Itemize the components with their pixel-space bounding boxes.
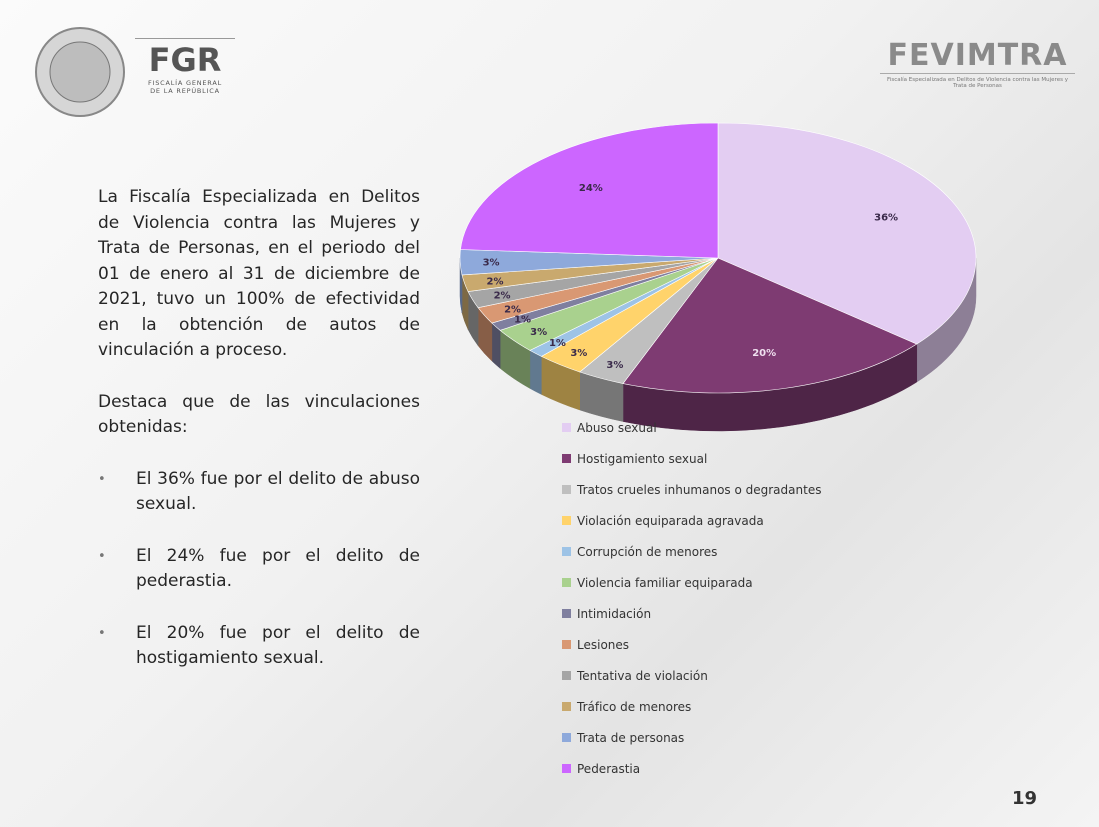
bullet: El 20% fue por el delito de hostigamient…: [98, 621, 420, 672]
fevimtra-title: FEVIMTRA: [880, 38, 1075, 74]
fgr-line: FISCALÍA GENERAL: [135, 79, 235, 87]
data-label: 3%: [530, 327, 547, 338]
data-label: 2%: [486, 276, 503, 287]
slide: 36%20%3%3%1%3%1%2%2%2%3%24%Abuso sexualH…: [0, 0, 1099, 827]
fgr-line: DE LA REPÚBLICA: [135, 87, 235, 95]
bullet-list: El 36% fue por el delito de abuso sexual…: [98, 467, 420, 672]
fevimtra-logo: FEVIMTRA Fiscalía Especializada en Delit…: [880, 38, 1075, 89]
legend-swatch: [562, 485, 571, 494]
legend-label: Hostigamiento sexual: [577, 452, 707, 466]
legend-label: Violencia familiar equiparada: [577, 576, 753, 590]
legend-swatch: [562, 609, 571, 618]
fgr-title: FGR: [135, 39, 235, 79]
fevimtra-subtitle: Fiscalía Especializada en Delitos de Vio…: [880, 74, 1075, 89]
legend-swatch: [562, 578, 571, 587]
data-label: 2%: [504, 305, 521, 316]
legend-label: Abuso sexual: [577, 421, 657, 435]
legend-label: Tratos crueles inhumanos o degradantes: [576, 483, 821, 497]
legend-label: Trata de personas: [576, 731, 684, 745]
legend-swatch: [562, 764, 571, 773]
legend-label: Intimidación: [577, 607, 651, 621]
legend-swatch: [562, 702, 571, 711]
data-label: 36%: [874, 213, 898, 224]
legend-swatch: [562, 454, 571, 463]
bullet: El 24% fue por el delito de pederastia.: [98, 544, 420, 595]
legend-swatch: [562, 640, 571, 649]
legend-swatch: [562, 671, 571, 680]
data-label: 3%: [606, 360, 623, 371]
data-label: 3%: [570, 348, 587, 359]
body-text: La Fiscalía Especializada en Delitos de …: [98, 185, 420, 698]
seal-center: [50, 42, 110, 102]
data-label: 1%: [514, 314, 531, 325]
slice-side: [530, 350, 541, 394]
paragraph: Destaca que de las vinculaciones obtenid…: [98, 390, 420, 441]
page-number: 19: [1012, 788, 1037, 809]
data-label: 2%: [494, 291, 511, 302]
paragraph: La Fiscalía Especializada en Delitos de …: [98, 185, 420, 364]
legend-label: Tráfico de menores: [576, 700, 691, 714]
legend-label: Tentativa de violación: [576, 669, 708, 683]
slice-side: [492, 323, 500, 368]
legend-swatch: [562, 516, 571, 525]
data-label: 1%: [549, 338, 566, 349]
data-label: 20%: [752, 348, 776, 359]
pie-tops: [460, 123, 976, 393]
legend-swatch: [562, 547, 571, 556]
legend-label: Pederastia: [577, 762, 640, 776]
legend-label: Violación equiparada agravada: [577, 514, 764, 528]
legend-swatch: [562, 423, 571, 432]
legend-label: Corrupción de menores: [577, 545, 717, 559]
data-label: 24%: [579, 183, 603, 194]
fgr-logo: FGR FISCALÍA GENERAL DE LA REPÚBLICA: [135, 38, 235, 95]
legend-swatch: [562, 733, 571, 742]
seal: [36, 28, 124, 116]
data-label: 3%: [483, 258, 500, 269]
bullet: El 36% fue por el delito de abuso sexual…: [98, 467, 420, 518]
legend-label: Lesiones: [577, 638, 629, 652]
legend: Abuso sexual Hostigamiento sexual Tratos c…: [562, 421, 821, 776]
